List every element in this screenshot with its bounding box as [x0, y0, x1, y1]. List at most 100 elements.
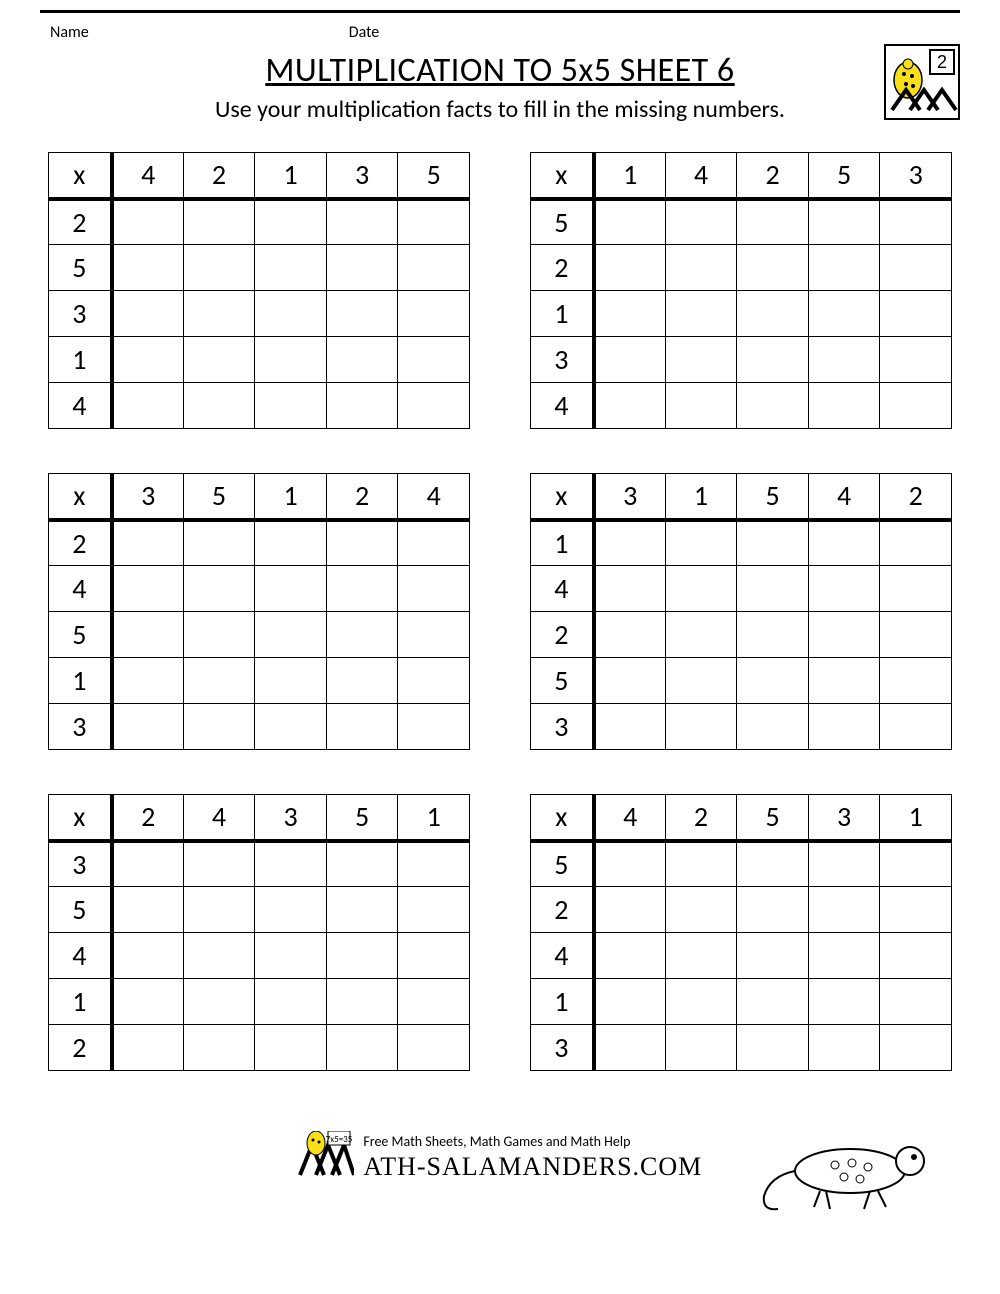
answer-cell[interactable] — [737, 841, 809, 887]
answer-cell[interactable] — [737, 199, 809, 245]
answer-cell[interactable] — [737, 612, 809, 658]
answer-cell[interactable] — [255, 383, 327, 429]
answer-cell[interactable] — [398, 704, 470, 750]
answer-cell[interactable] — [808, 566, 880, 612]
answer-cell[interactable] — [737, 658, 809, 704]
answer-cell[interactable] — [665, 566, 737, 612]
answer-cell[interactable] — [594, 291, 666, 337]
answer-cell[interactable] — [255, 887, 327, 933]
answer-cell[interactable] — [665, 933, 737, 979]
answer-cell[interactable] — [398, 199, 470, 245]
answer-cell[interactable] — [808, 520, 880, 566]
answer-cell[interactable] — [880, 612, 952, 658]
answer-cell[interactable] — [808, 704, 880, 750]
answer-cell[interactable] — [808, 933, 880, 979]
answer-cell[interactable] — [183, 245, 255, 291]
answer-cell[interactable] — [665, 245, 737, 291]
answer-cell[interactable] — [665, 291, 737, 337]
answer-cell[interactable] — [398, 887, 470, 933]
answer-cell[interactable] — [665, 520, 737, 566]
answer-cell[interactable] — [665, 1025, 737, 1071]
answer-cell[interactable] — [183, 887, 255, 933]
answer-cell[interactable] — [880, 887, 952, 933]
answer-cell[interactable] — [326, 1025, 398, 1071]
answer-cell[interactable] — [112, 245, 184, 291]
answer-cell[interactable] — [183, 933, 255, 979]
answer-cell[interactable] — [326, 933, 398, 979]
answer-cell[interactable] — [808, 245, 880, 291]
answer-cell[interactable] — [880, 199, 952, 245]
answer-cell[interactable] — [665, 979, 737, 1025]
answer-cell[interactable] — [183, 337, 255, 383]
answer-cell[interactable] — [398, 520, 470, 566]
answer-cell[interactable] — [665, 337, 737, 383]
answer-cell[interactable] — [594, 1025, 666, 1071]
answer-cell[interactable] — [880, 933, 952, 979]
answer-cell[interactable] — [737, 566, 809, 612]
answer-cell[interactable] — [112, 566, 184, 612]
answer-cell[interactable] — [880, 245, 952, 291]
answer-cell[interactable] — [665, 612, 737, 658]
answer-cell[interactable] — [737, 291, 809, 337]
answer-cell[interactable] — [808, 841, 880, 887]
answer-cell[interactable] — [183, 520, 255, 566]
answer-cell[interactable] — [112, 291, 184, 337]
answer-cell[interactable] — [183, 841, 255, 887]
answer-cell[interactable] — [808, 612, 880, 658]
answer-cell[interactable] — [665, 841, 737, 887]
answer-cell[interactable] — [326, 520, 398, 566]
answer-cell[interactable] — [112, 612, 184, 658]
answer-cell[interactable] — [255, 979, 327, 1025]
answer-cell[interactable] — [112, 841, 184, 887]
answer-cell[interactable] — [737, 520, 809, 566]
answer-cell[interactable] — [398, 979, 470, 1025]
answer-cell[interactable] — [112, 658, 184, 704]
answer-cell[interactable] — [255, 704, 327, 750]
answer-cell[interactable] — [255, 566, 327, 612]
answer-cell[interactable] — [808, 658, 880, 704]
answer-cell[interactable] — [808, 1025, 880, 1071]
answer-cell[interactable] — [183, 1025, 255, 1071]
answer-cell[interactable] — [255, 1025, 327, 1071]
answer-cell[interactable] — [594, 841, 666, 887]
answer-cell[interactable] — [326, 199, 398, 245]
answer-cell[interactable] — [594, 337, 666, 383]
answer-cell[interactable] — [326, 887, 398, 933]
answer-cell[interactable] — [594, 199, 666, 245]
answer-cell[interactable] — [183, 658, 255, 704]
answer-cell[interactable] — [398, 658, 470, 704]
answer-cell[interactable] — [398, 383, 470, 429]
answer-cell[interactable] — [880, 1025, 952, 1071]
answer-cell[interactable] — [112, 520, 184, 566]
answer-cell[interactable] — [326, 566, 398, 612]
answer-cell[interactable] — [665, 658, 737, 704]
answer-cell[interactable] — [183, 612, 255, 658]
answer-cell[interactable] — [112, 383, 184, 429]
answer-cell[interactable] — [326, 841, 398, 887]
answer-cell[interactable] — [665, 704, 737, 750]
answer-cell[interactable] — [183, 291, 255, 337]
answer-cell[interactable] — [112, 704, 184, 750]
answer-cell[interactable] — [737, 245, 809, 291]
answer-cell[interactable] — [737, 1025, 809, 1071]
answer-cell[interactable] — [737, 383, 809, 429]
answer-cell[interactable] — [398, 933, 470, 979]
answer-cell[interactable] — [183, 566, 255, 612]
answer-cell[interactable] — [398, 1025, 470, 1071]
answer-cell[interactable] — [808, 291, 880, 337]
answer-cell[interactable] — [255, 933, 327, 979]
answer-cell[interactable] — [326, 704, 398, 750]
answer-cell[interactable] — [880, 520, 952, 566]
answer-cell[interactable] — [880, 841, 952, 887]
answer-cell[interactable] — [880, 291, 952, 337]
answer-cell[interactable] — [326, 383, 398, 429]
answer-cell[interactable] — [594, 704, 666, 750]
answer-cell[interactable] — [255, 658, 327, 704]
answer-cell[interactable] — [255, 199, 327, 245]
answer-cell[interactable] — [880, 979, 952, 1025]
answer-cell[interactable] — [665, 887, 737, 933]
answer-cell[interactable] — [594, 566, 666, 612]
answer-cell[interactable] — [594, 383, 666, 429]
answer-cell[interactable] — [326, 612, 398, 658]
answer-cell[interactable] — [737, 337, 809, 383]
